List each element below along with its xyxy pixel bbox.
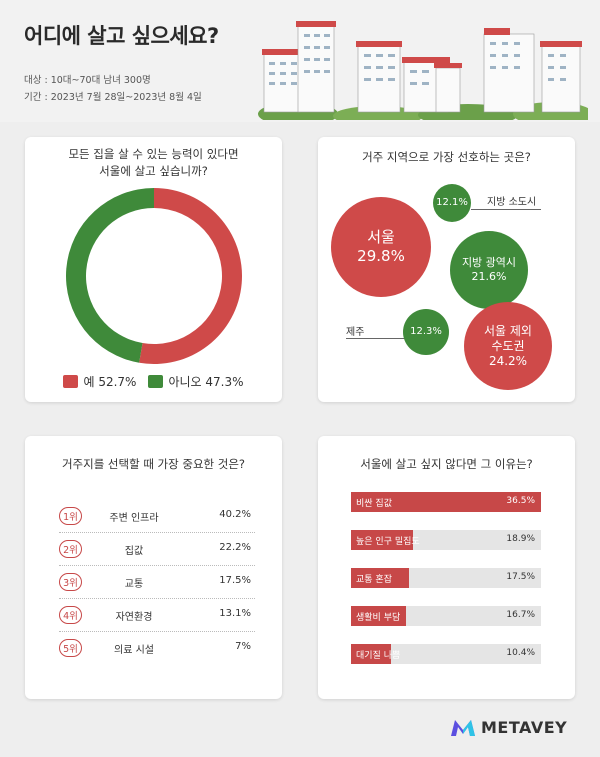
survey-period: 기간 : 2023년 7월 28일~2023년 8월 4일 bbox=[24, 92, 202, 103]
metavey-logo-icon bbox=[451, 719, 475, 736]
bar-fill bbox=[351, 492, 541, 512]
rank-row-1: 1위 주변 인프라 40.2% bbox=[59, 500, 255, 533]
bar-track bbox=[351, 644, 541, 664]
legend-item-yes: 예 52.7% bbox=[63, 373, 136, 390]
bar-label: 교통 혼잡 bbox=[356, 575, 392, 585]
bar-row: 대기질 나쁨 10.4% bbox=[351, 644, 541, 664]
donut-legend: 예 52.7% 아니오 47.3% bbox=[25, 373, 282, 390]
bar-row: 비싼 집값 36.5% bbox=[351, 492, 541, 512]
rank-name: 교통 bbox=[124, 579, 144, 590]
survey-target: 대상 : 10대~70대 남녀 300명 bbox=[24, 75, 151, 86]
page-title: 어디에 살고 싶으세요? bbox=[24, 24, 219, 48]
brand-name: METAVEY bbox=[481, 718, 568, 737]
rank-badge: 4위 bbox=[59, 606, 82, 624]
card2-title: 거주 지역으로 가장 선호하는 곳은? bbox=[362, 150, 531, 164]
bar-label: 비싼 집값 bbox=[356, 499, 392, 509]
rank-value: 40.2% bbox=[219, 509, 251, 520]
bar-row: 생활비 부담 16.7% bbox=[351, 606, 541, 626]
rank-badge: 2위 bbox=[59, 540, 82, 558]
bar-fill bbox=[351, 530, 414, 550]
legend-swatch-yes bbox=[63, 375, 79, 388]
rank-name: 집값 bbox=[124, 546, 144, 557]
rank-name: 의료 시설 bbox=[114, 645, 154, 656]
bar-value: 17.5% bbox=[506, 572, 535, 582]
leader-line-jeju bbox=[346, 338, 406, 339]
rank-badge: 3위 bbox=[59, 573, 82, 591]
rank-row-5: 5위 의료 시설 7% bbox=[59, 632, 255, 665]
card-reason-not-seoul: 서울에 살고 싶지 않다면 그 이유는? 비싼 집값 36.5% 높은 인구 밀집도… bbox=[318, 436, 575, 699]
rank-badge: 1위 bbox=[59, 507, 82, 525]
card1-title: 모든 집을 살 수 있는 능력이 있다면 서울에 살고 싶습니까? bbox=[68, 147, 239, 178]
rank-name: 자연환경 bbox=[115, 612, 153, 623]
legend-swatch-no bbox=[148, 375, 164, 388]
bar-row: 높은 인구 밀집도 18.9% bbox=[351, 530, 541, 550]
rank-row-4: 4위 자연환경 13.1% bbox=[59, 599, 255, 632]
rank-row-3: 3위 교통 17.5% bbox=[59, 566, 255, 599]
legend-label-yes: 예 52.7% bbox=[83, 375, 137, 389]
bar-label: 높은 인구 밀집도 bbox=[356, 537, 420, 547]
bar-fill bbox=[351, 606, 406, 626]
survey-meta: 대상 : 10대~70대 남녀 300명 기간 : 2023년 7월 28일~2… bbox=[24, 72, 202, 106]
bar-value: 18.9% bbox=[506, 534, 535, 544]
bar-fill bbox=[351, 644, 391, 664]
bubble-seoul: 서울 29.8% bbox=[331, 197, 431, 297]
rank-value: 22.2% bbox=[219, 542, 251, 553]
bar-value: 16.7% bbox=[506, 610, 535, 620]
brand-logo: METAVEY bbox=[451, 718, 567, 737]
apartment-buildings-illustration bbox=[258, 21, 588, 120]
donut-slice-yes bbox=[139, 188, 242, 364]
rank-value: 17.5% bbox=[219, 575, 251, 586]
card-preferred-region: 거주 지역으로 가장 선호하는 곳은? 서울 29.8% 12.1% 지방 소도… bbox=[318, 137, 575, 402]
rank-value: 7% bbox=[235, 641, 251, 652]
bubble-jeju: 12.3% bbox=[403, 309, 449, 355]
bar-value: 10.4% bbox=[506, 648, 535, 658]
header: 어디에 살고 싶으세요? 대상 : 10대~70대 남녀 300명 기간 : 2… bbox=[0, 0, 600, 122]
leader-line-small-city bbox=[471, 209, 541, 210]
card4-title: 서울에 살고 싶지 않다면 그 이유는? bbox=[360, 457, 533, 471]
card-seoul-preference: 모든 집을 살 수 있는 능력이 있다면 서울에 살고 싶습니까? 예 52.7… bbox=[25, 137, 282, 402]
bar-fill bbox=[351, 568, 409, 588]
card-important-factor: 거주지를 선택할 때 가장 중요한 것은? 1위 주변 인프라 40.2% 2위… bbox=[25, 436, 282, 699]
bar-value: 36.5% bbox=[506, 496, 535, 506]
legend-label-no: 아니오 47.3% bbox=[168, 375, 244, 389]
label-small-city: 지방 소도시 bbox=[487, 197, 537, 208]
label-jeju: 제주 bbox=[346, 327, 365, 338]
bubble-capital-area: 서울 제외 수도권 24.2% bbox=[464, 302, 552, 390]
bar-label: 생활비 부담 bbox=[356, 613, 401, 623]
bubble-metro-city: 지방 광역시 21.6% bbox=[450, 231, 528, 309]
bar-row: 교통 혼잡 17.5% bbox=[351, 568, 541, 588]
card3-title: 거주지를 선택할 때 가장 중요한 것은? bbox=[61, 457, 246, 471]
bubble-small-city: 12.1% bbox=[433, 184, 471, 222]
rank-name: 주변 인프라 bbox=[109, 513, 159, 524]
rank-value: 13.1% bbox=[219, 608, 251, 619]
donut-slice-no bbox=[66, 188, 154, 363]
legend-item-no: 아니오 47.3% bbox=[148, 373, 244, 390]
rank-badge: 5위 bbox=[59, 639, 82, 657]
bar-label: 대기질 나쁨 bbox=[356, 651, 401, 661]
donut-chart bbox=[66, 188, 242, 364]
rank-row-2: 2위 집값 22.2% bbox=[59, 533, 255, 566]
